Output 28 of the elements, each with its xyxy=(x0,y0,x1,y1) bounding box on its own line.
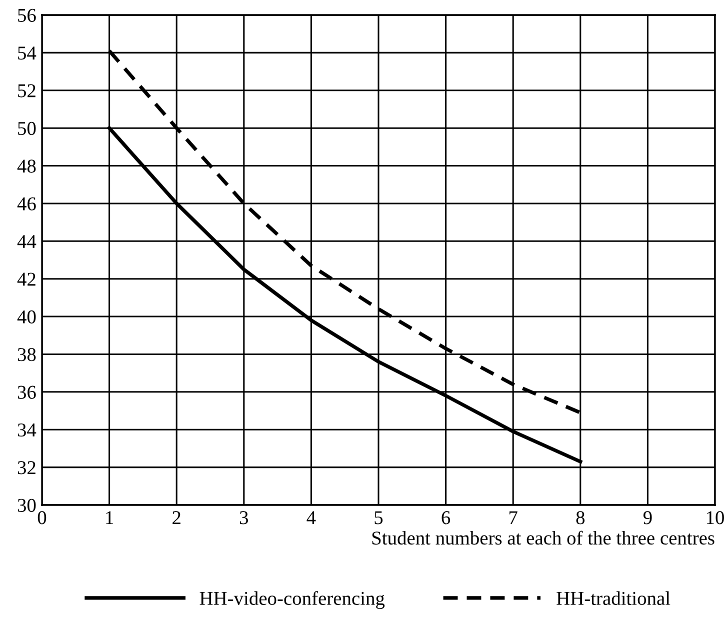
y-tick-label: 38 xyxy=(18,348,36,362)
y-tick-label: 56 xyxy=(18,8,36,22)
y-tick-label: 30 xyxy=(18,498,36,512)
y-tick-label: 42 xyxy=(17,272,36,286)
x-tick-label: 5 xyxy=(374,511,383,524)
y-tick-label: 50 xyxy=(18,122,36,136)
x-tick-label: 2 xyxy=(172,511,180,524)
y-tick-label: 48 xyxy=(17,160,36,173)
y-tick-label: 46 xyxy=(17,197,36,210)
x-tick-label: 9 xyxy=(643,511,652,524)
x-tick-label: 8 xyxy=(576,511,585,524)
y-tick-label: 40 xyxy=(17,310,36,324)
legend-label: HH-traditional xyxy=(556,591,670,605)
x-tick-label: 3 xyxy=(240,511,248,524)
y-tick-label: 52 xyxy=(18,84,36,98)
x-axis-title: Student numbers at each of the three centres xyxy=(372,530,714,545)
y-tick-label: 54 xyxy=(18,46,36,60)
x-tick-label: 4 xyxy=(306,511,316,524)
legend-label: HH-video-conferencing xyxy=(200,591,385,609)
y-tick-label: 32 xyxy=(18,461,36,474)
y-tick-label: 36 xyxy=(18,386,36,399)
x-tick-label: 1 xyxy=(106,511,113,524)
x-tick-label: 10 xyxy=(706,511,724,524)
y-tick-label: 34 xyxy=(18,423,36,437)
y-tick-label: 44 xyxy=(17,235,36,248)
x-tick-label: 6 xyxy=(442,511,450,524)
x-tick-label: 7 xyxy=(510,511,518,524)
x-tick-label: 0 xyxy=(38,511,46,524)
